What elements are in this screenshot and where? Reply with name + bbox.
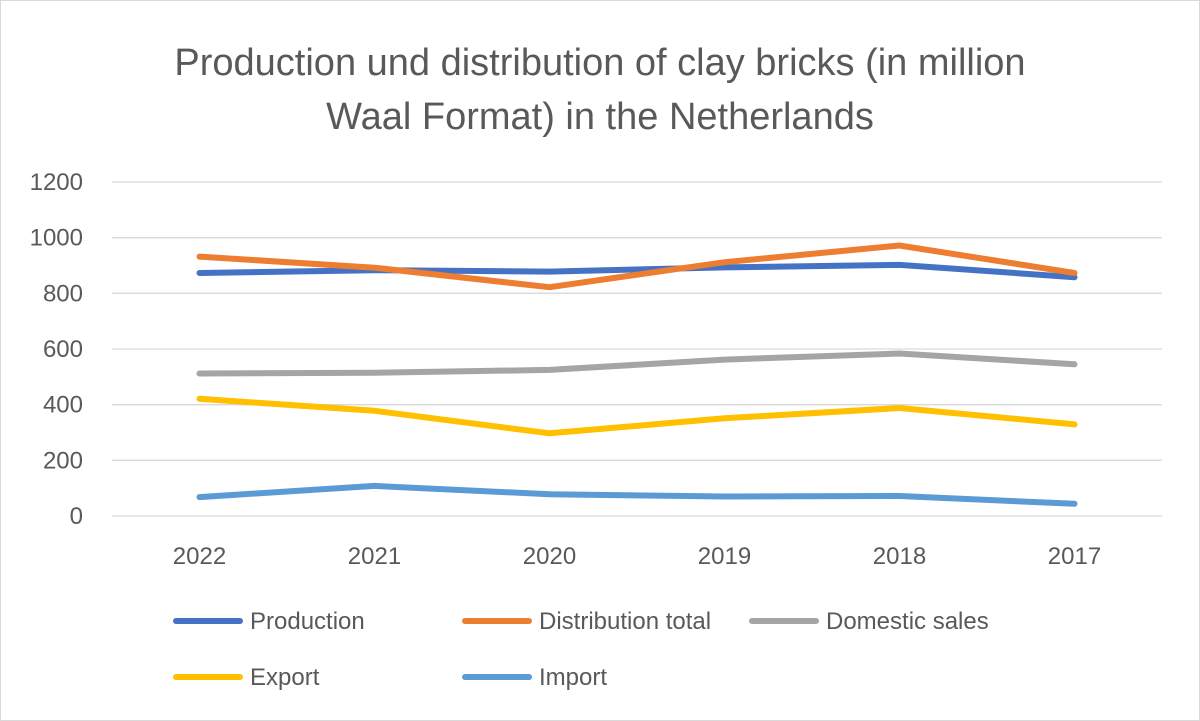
y-tick-label: 800 — [43, 280, 83, 307]
series-line-import — [196, 482, 1078, 507]
series-line-domestic-sales — [196, 350, 1078, 377]
series-line-distribution-total — [196, 242, 1078, 291]
legend-label: Export — [250, 664, 320, 691]
y-tick-label: 200 — [43, 447, 83, 474]
y-tick-label: 600 — [43, 336, 83, 363]
legend: Production Distribution total Domestic sal… — [173, 608, 989, 691]
x-tick-label: 2019 — [698, 543, 751, 570]
y-tick-label: 1000 — [30, 225, 83, 252]
x-tick-label: 2018 — [873, 543, 926, 570]
x-tick-label: 2021 — [348, 543, 401, 570]
x-tick-label: 2022 — [173, 543, 226, 570]
series-line-export — [196, 395, 1078, 437]
series-lines — [196, 242, 1078, 507]
gridlines — [112, 181, 1162, 517]
legend-label: Production — [250, 608, 365, 635]
x-tick-label: 2017 — [1048, 543, 1101, 570]
y-tick-label: 0 — [70, 503, 83, 530]
legend-label: Domestic sales — [826, 608, 989, 635]
x-tick-label: 2020 — [523, 543, 576, 570]
x-axis-ticks: 2022 2021 2020 2019 2018 2017 — [173, 543, 1101, 570]
y-tick-label: 1200 — [30, 169, 83, 196]
y-tick-label: 400 — [43, 392, 83, 419]
legend-label: Distribution total — [539, 608, 711, 635]
legend-item-export: Export — [173, 664, 320, 691]
series-line-production — [196, 261, 1078, 281]
legend-item-domestic-sales: Domestic sales — [749, 608, 989, 635]
y-axis-ticks: 0 200 400 600 800 1000 1200 — [30, 169, 83, 530]
legend-item-import: Import — [462, 664, 607, 691]
legend-label: Import — [539, 664, 607, 691]
legend-item-distribution-total: Distribution total — [462, 608, 711, 635]
chart-title: Production und distribution of clay bric… — [174, 42, 1026, 138]
legend-item-production: Production — [173, 608, 365, 635]
